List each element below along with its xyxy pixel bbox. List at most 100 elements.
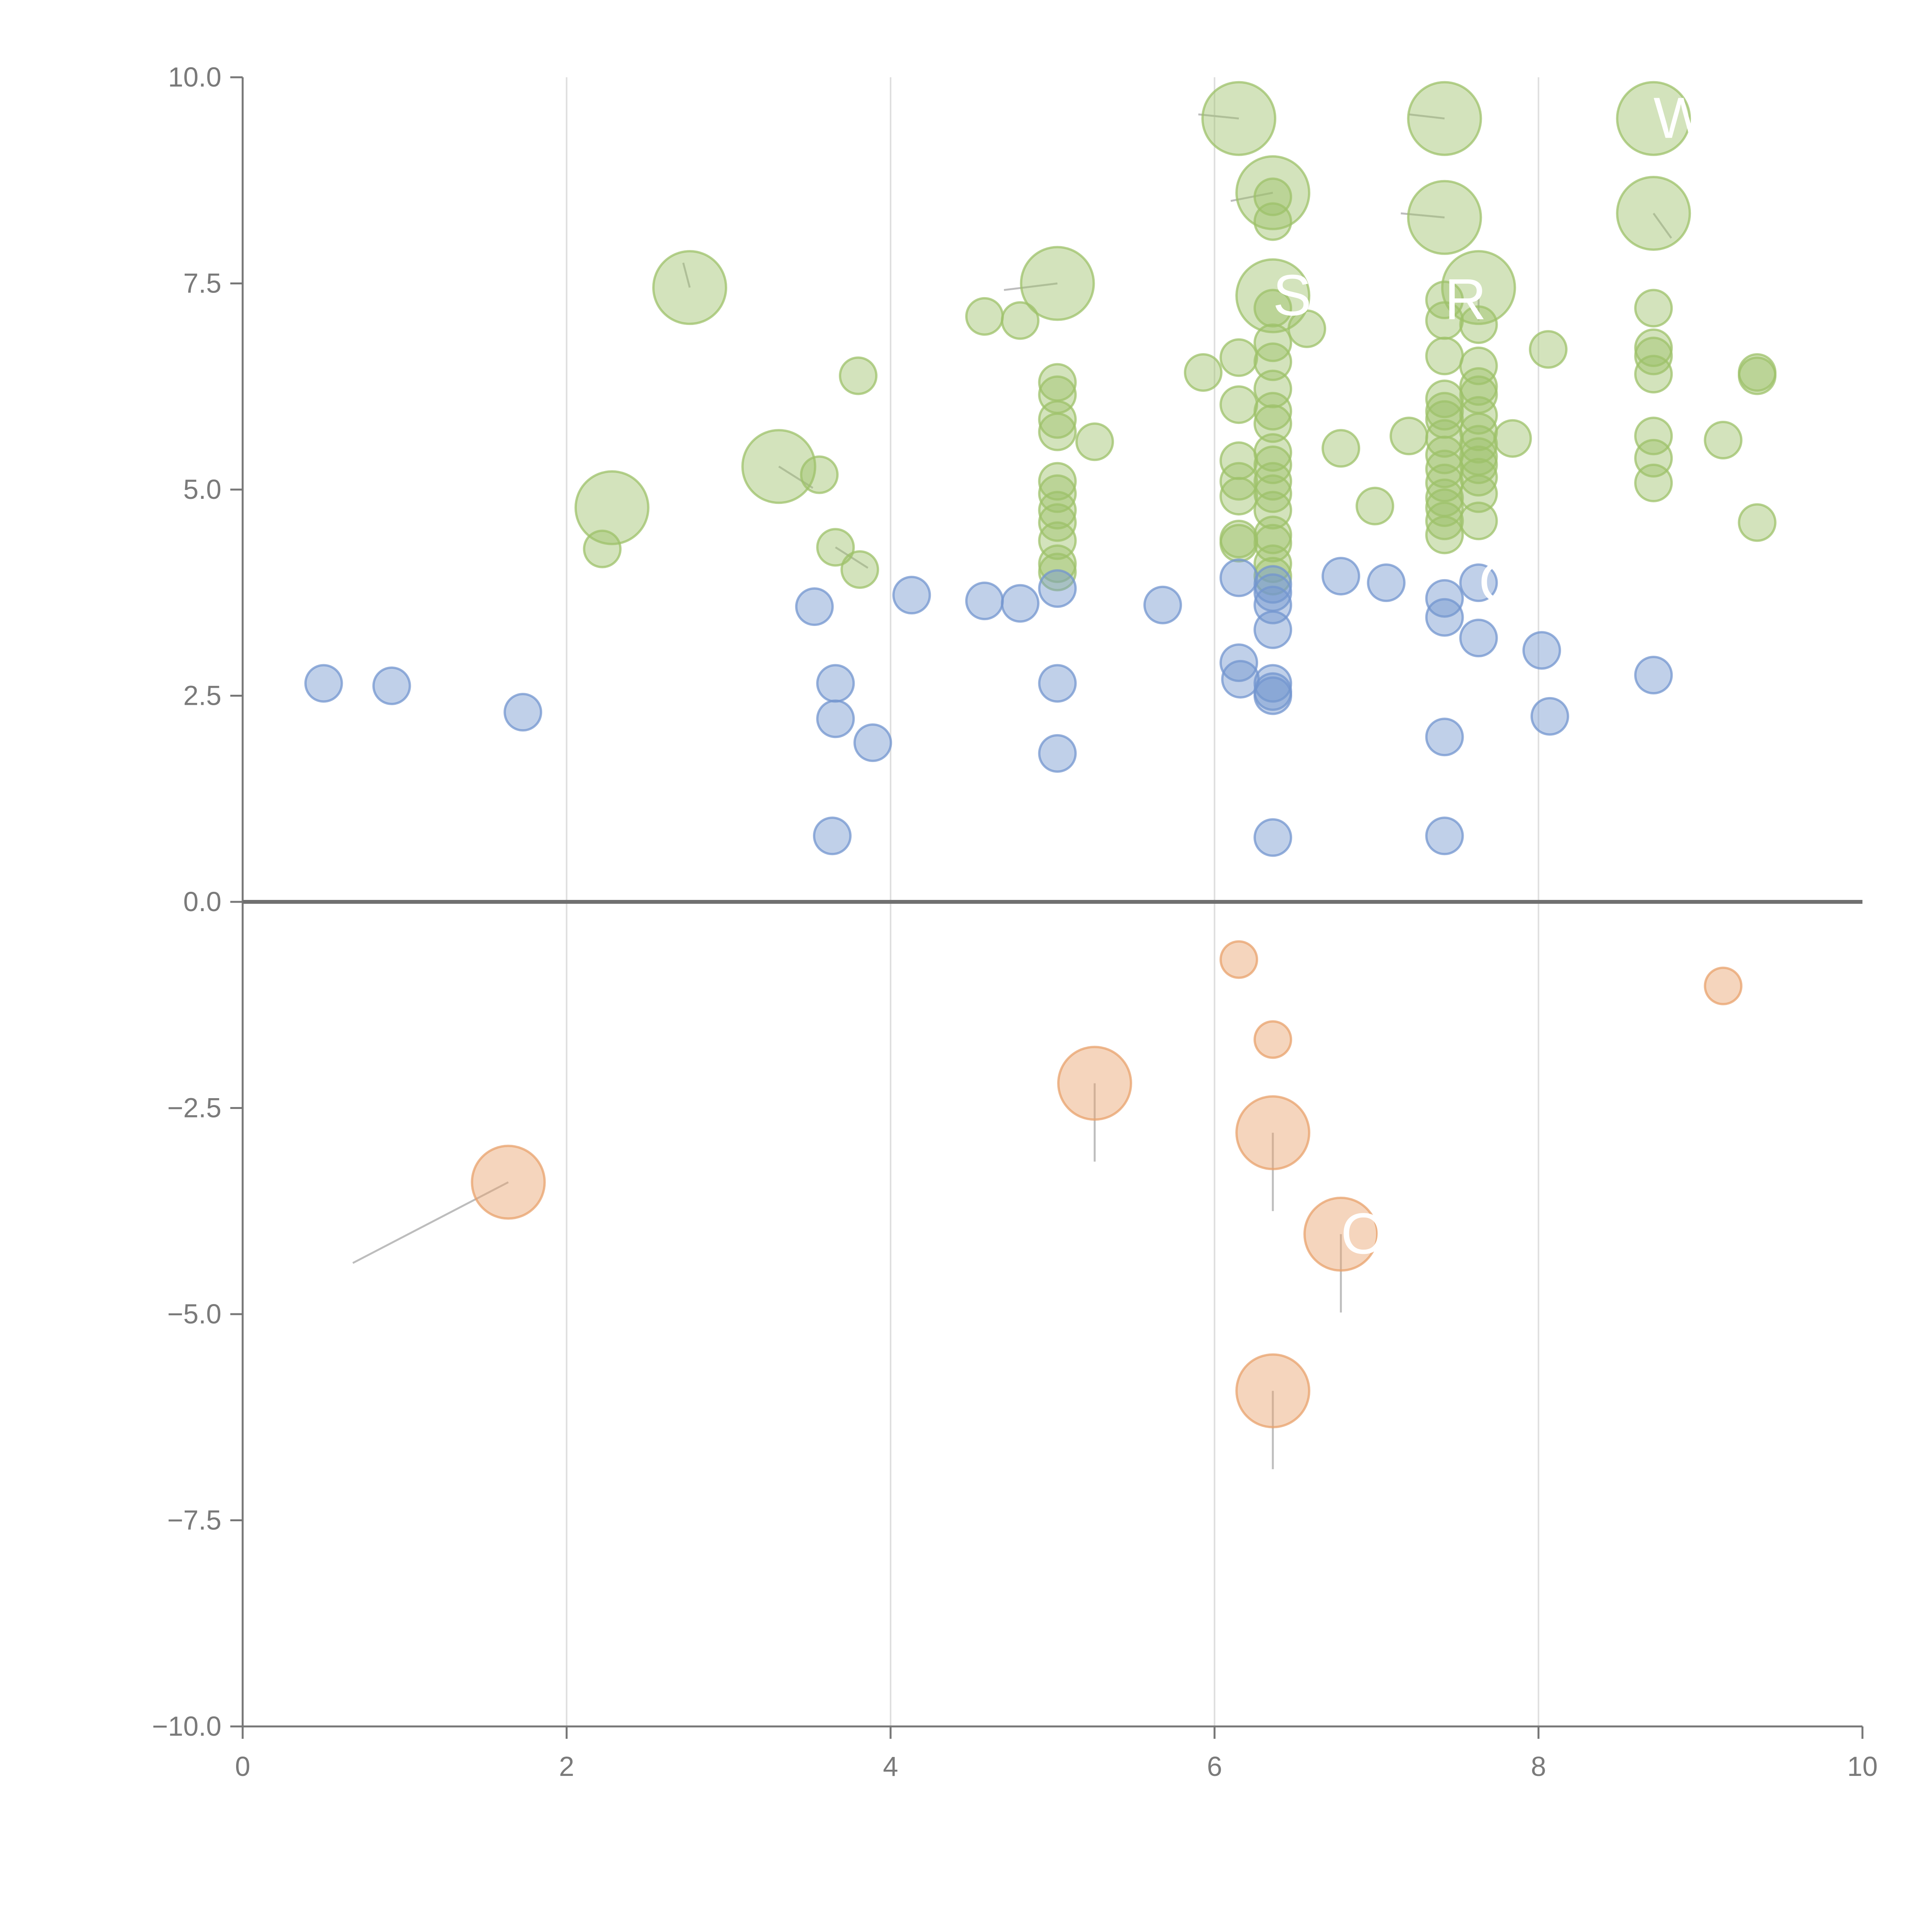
data-point-high <box>1425 337 1464 376</box>
data-point-high <box>1020 246 1095 321</box>
data-point-high <box>1425 379 1464 418</box>
data-point-high <box>574 470 650 545</box>
data-point-negative <box>1235 1095 1311 1170</box>
data-point-high <box>1634 328 1673 367</box>
data-point-high <box>1704 420 1743 459</box>
leader-lines <box>352 113 1672 1469</box>
data-point-high <box>1219 462 1259 501</box>
data-point-high <box>1038 553 1077 592</box>
data-point-high <box>1038 400 1077 439</box>
data-point-high <box>1459 305 1498 344</box>
data-point-low <box>795 587 834 626</box>
data-point-low <box>1459 619 1498 658</box>
data-point-high <box>652 250 727 325</box>
data-point-high <box>838 356 878 395</box>
data-point-high <box>1253 433 1293 472</box>
data-point-low <box>892 576 931 615</box>
data-point-high <box>965 297 1004 336</box>
leader-line <box>1408 113 1445 120</box>
data-point-low <box>816 699 855 738</box>
data-point-low <box>304 664 343 703</box>
data-point-low <box>1143 585 1182 624</box>
data-points <box>304 81 1777 1429</box>
data-point-high <box>1038 462 1077 501</box>
data-point-low <box>1253 664 1293 703</box>
data-point-high <box>1616 81 1691 156</box>
data-point-high <box>1634 289 1673 328</box>
data-point-high <box>1219 524 1259 563</box>
data-point-high <box>1219 477 1259 516</box>
point-label: R <box>1444 267 1486 332</box>
data-point-high <box>1253 515 1293 554</box>
data-point-high <box>816 528 855 567</box>
data-point-high <box>741 429 816 504</box>
data-point-high <box>1001 301 1040 340</box>
data-point-low <box>816 664 855 703</box>
data-point-high <box>1425 502 1464 541</box>
y-tick-label: 7.5 <box>183 269 221 299</box>
data-point-low <box>503 693 543 732</box>
data-point-high <box>1253 474 1293 513</box>
y-tick-label: 10.0 <box>168 62 221 93</box>
leader-line <box>1653 213 1672 239</box>
data-point-negative <box>1253 1020 1293 1059</box>
data-point-high <box>1075 422 1114 461</box>
x-tick-label: 4 <box>883 1752 898 1782</box>
data-point-high <box>1459 474 1498 513</box>
data-point-high <box>1253 369 1293 408</box>
data-point-high <box>840 550 879 589</box>
data-point-high <box>1425 392 1464 431</box>
data-point-high <box>1389 417 1429 456</box>
leader-line <box>778 466 813 489</box>
data-point-high <box>1253 462 1293 501</box>
x-tick-label: 6 <box>1207 1752 1222 1782</box>
data-point-low <box>1321 557 1361 596</box>
data-point-high <box>1253 342 1293 381</box>
data-point-low <box>813 816 852 855</box>
data-point-low <box>372 666 411 705</box>
data-point-low <box>1425 816 1464 855</box>
data-point-high <box>1355 486 1395 526</box>
data-point-high <box>1616 176 1691 251</box>
data-point-high <box>1407 81 1482 156</box>
y-tick-label: −2.5 <box>167 1093 221 1124</box>
data-point-low <box>1038 569 1077 608</box>
data-point-high <box>800 455 839 494</box>
data-point-low <box>853 723 892 762</box>
data-point-high <box>1459 367 1498 406</box>
data-point-high <box>1253 289 1293 328</box>
data-point-high <box>1441 250 1516 325</box>
data-point-negative <box>471 1145 546 1220</box>
data-point-high <box>1184 353 1223 392</box>
data-point-high <box>1253 404 1293 443</box>
data-point-high <box>1459 457 1498 497</box>
point-label: O <box>1341 1201 1386 1266</box>
data-point-high <box>1425 515 1464 554</box>
leader-line <box>1198 113 1239 120</box>
data-point-high <box>1038 412 1077 451</box>
data-point-high <box>1425 281 1464 320</box>
y-tick-label: 2.5 <box>183 681 221 711</box>
data-point-low <box>1459 563 1498 602</box>
data-point-low <box>1367 563 1406 602</box>
data-point-high <box>1459 396 1498 435</box>
data-point-high <box>1493 419 1532 458</box>
data-point-low <box>1219 643 1259 682</box>
data-point-low <box>1634 656 1673 695</box>
data-point-high <box>1253 445 1293 484</box>
data-point-high <box>1738 356 1777 395</box>
data-point-low <box>1253 565 1293 604</box>
data-point-negative <box>1704 966 1743 1005</box>
data-point-low <box>965 582 1004 621</box>
point-label: SO <box>1273 263 1357 328</box>
data-point-low <box>1038 734 1077 773</box>
data-point-negative <box>1057 1046 1132 1121</box>
data-point-high <box>1459 502 1498 541</box>
data-point-high <box>1529 330 1568 369</box>
data-point-high <box>1634 417 1673 456</box>
data-point-high <box>1738 503 1777 542</box>
data-point-high <box>1253 392 1293 431</box>
data-point-low <box>1425 718 1464 757</box>
data-point-high <box>1459 425 1498 464</box>
data-point-low <box>1253 610 1293 649</box>
